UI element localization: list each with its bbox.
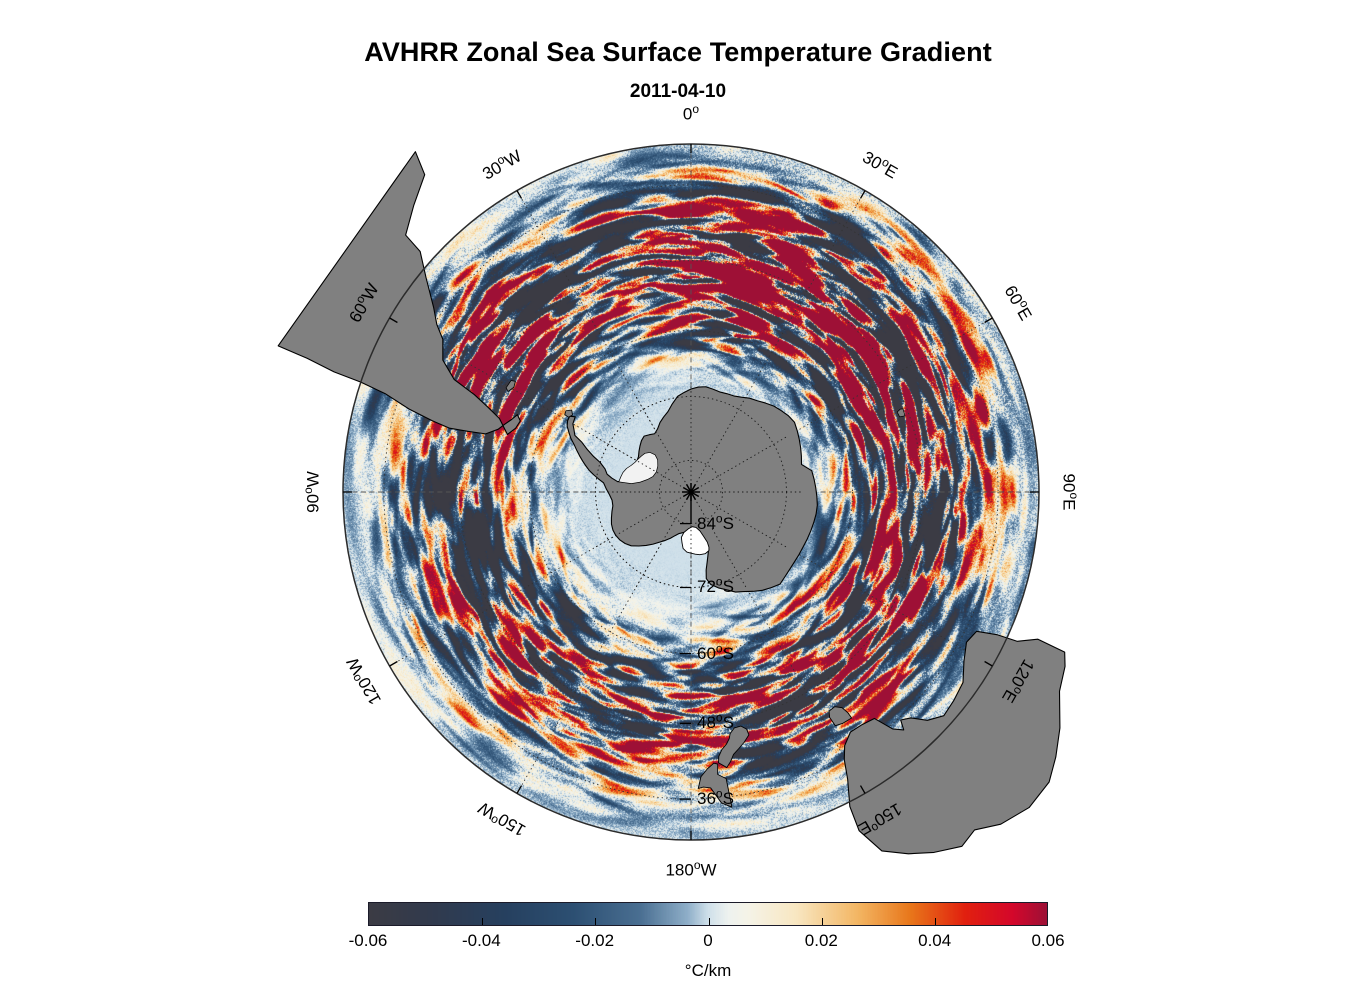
latitude-circle <box>383 184 999 800</box>
colorbar-tick-label: 0.04 <box>918 931 952 950</box>
landmass-falkland-islands <box>505 380 516 392</box>
title-block: AVHRR Zonal Sea Surface Temperature Grad… <box>0 37 1356 103</box>
landmass-new-zealand-north-island <box>697 762 733 808</box>
latitude-circle <box>459 260 923 724</box>
latitude-label-84s: 84oS <box>697 510 734 533</box>
longitude-tick <box>859 190 866 199</box>
longitude-tick <box>516 785 523 794</box>
map-vector-overlay <box>277 143 1066 855</box>
colorbar-tick-label: -0.04 <box>461 931 501 950</box>
colorbar-tick-label: 0.02 <box>804 931 838 950</box>
landmass-australia <box>843 630 1066 855</box>
longitude-label-180w: 180oW <box>665 857 717 880</box>
landmass-tasmania <box>828 706 853 727</box>
chart-subtitle: 2011-04-10 <box>629 80 727 102</box>
polar-map: 0o 30oE 60oE 90oE 120oE 150oE 180oW 150oW 120oW 9… <box>277 103 1081 879</box>
longitude-tick <box>859 785 866 794</box>
ice-shelf-ross <box>680 526 710 556</box>
colorbar-tick <box>595 918 597 925</box>
colorbar-tick <box>935 918 937 925</box>
latitude-circle <box>529 330 853 654</box>
colorbar-tick <box>708 918 710 925</box>
longitude-label-00: 0o <box>682 101 700 124</box>
colorbar-strip <box>368 902 1048 926</box>
south-pole-marker-icon <box>682 483 700 524</box>
latitude-label-72s: 72oS <box>697 574 734 597</box>
latitude-label-60s: 60oS <box>697 640 734 663</box>
colorbar-tick <box>481 918 483 925</box>
longitude-tick <box>516 190 523 199</box>
landmass-new-zealand-south-island <box>718 725 750 769</box>
meridian-line <box>516 493 691 794</box>
latitude-label-48s: 48oS <box>697 710 734 733</box>
longitude-tick <box>984 660 993 667</box>
longitude-tick <box>389 660 398 667</box>
longitude-label-90w: 90oW <box>300 471 323 513</box>
landmass-south-america <box>277 151 521 436</box>
colorbar-unit-label: °C/km <box>684 961 732 980</box>
longitude-label-90e: 90oE <box>1059 473 1082 511</box>
colorbar-gradient <box>369 903 1047 925</box>
longitude-tick <box>389 317 398 324</box>
colorbar-tick-label: 0.06 <box>1031 931 1065 950</box>
colorbar-tick <box>821 918 823 925</box>
colorbar-tick-label: -0.02 <box>575 931 615 950</box>
latitude-label-36s: 36oS <box>697 786 734 809</box>
ice-shelf-ronne <box>618 452 659 484</box>
longitude-tick <box>984 317 993 324</box>
colorbar-tick-label: 0 <box>703 931 713 950</box>
colorbar: -0.06 -0.04 -0.02 0 0.02 0.04 0.06 °C/km <box>349 902 1065 981</box>
colorbar-tick-labels: -0.06 -0.04 -0.02 0 0.02 0.04 0.06 <box>349 931 1065 953</box>
colorbar-tick-label: -0.06 <box>348 931 388 950</box>
landmass-antarctic-peninsula-tip <box>564 409 573 418</box>
landmass-kerguelen <box>896 408 906 418</box>
page-title: AVHRR Zonal Sea Surface Temperature Grad… <box>364 37 992 67</box>
map-frame <box>342 143 1040 841</box>
